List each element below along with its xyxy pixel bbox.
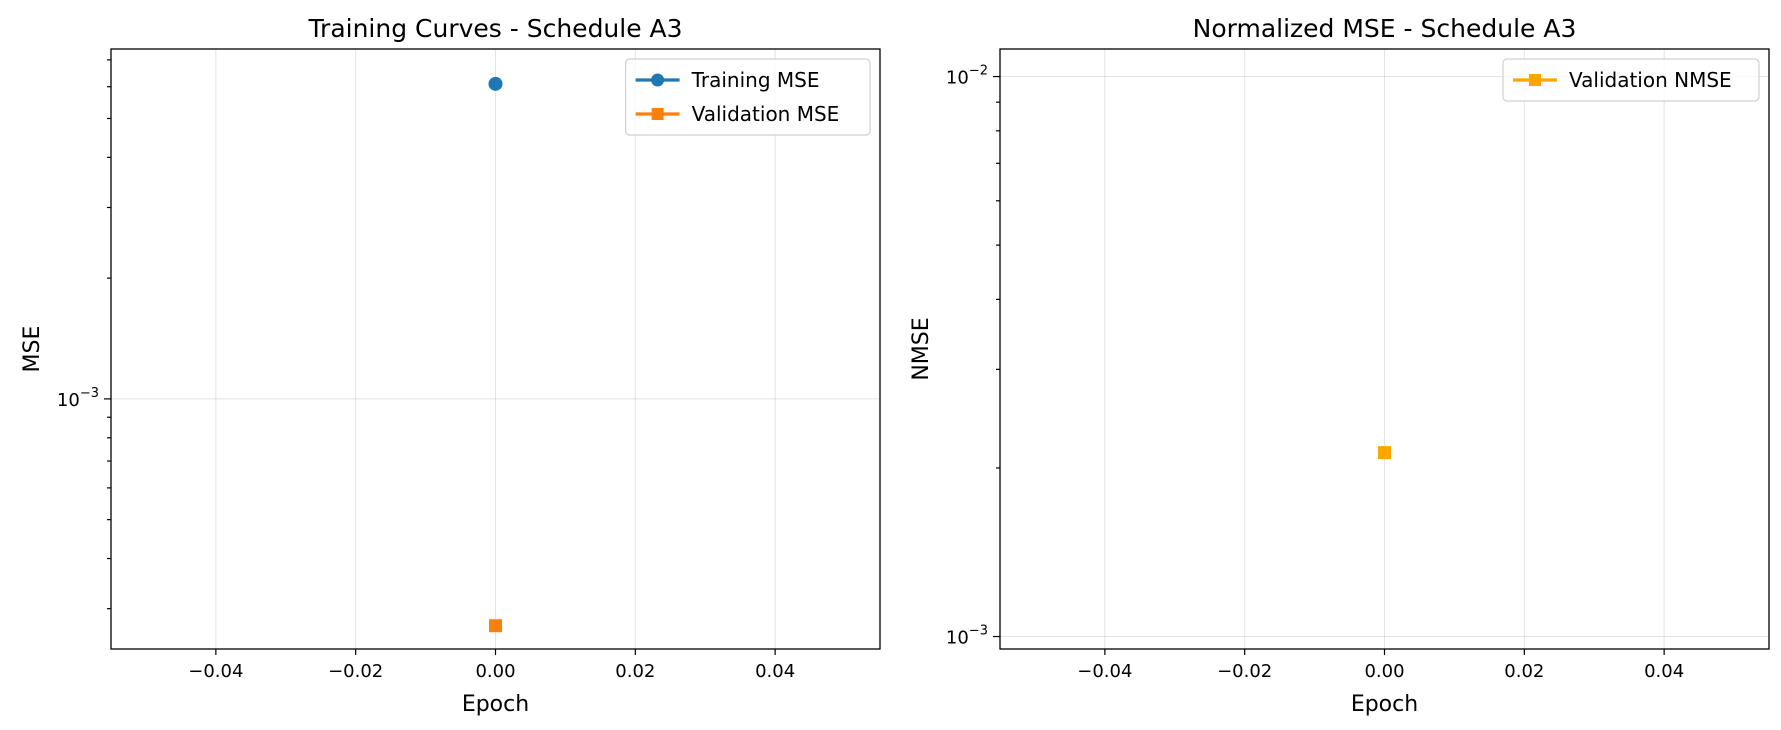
legend-label: Validation MSE [692,102,840,126]
x-tick-label: −0.02 [328,661,383,682]
legend-box [624,58,871,136]
plot-frame [110,48,881,650]
data-points [488,76,503,633]
x-axis-label: Epoch [462,692,529,717]
y-tick-label: 10−3 [57,386,99,411]
y-ticks: 10−3 [57,386,111,411]
legend-marker-square [651,108,664,120]
x-ticks: −0.04 −0.02 0.00 0.02 0.04 [188,649,795,682]
data-point-square [1378,446,1391,460]
legend-label: Training MSE [691,68,820,92]
x-tick-label: 0.00 [475,661,515,682]
y-tick-base: 10 [946,628,969,649]
x-tick-label: 0.00 [1364,661,1404,682]
chart-title: Normalized MSE - Schedule A3 [1193,14,1577,43]
normalized-mse-panel: −0.04 −0.02 0.00 0.02 0.04 10−310−2 Normaliz… [909,14,1770,717]
y-tick-base: 10 [57,390,80,411]
y-axis-label: MSE [20,326,45,373]
data-points [1378,446,1391,460]
legend-box [1502,58,1760,102]
chart-title: Training Curves - Schedule A3 [307,14,682,43]
plot-frame [999,48,1770,650]
y-tick-label: 10−3 [946,624,988,649]
y-axis-label: NMSE [909,317,934,380]
x-tick-label: 0.02 [615,661,655,682]
legend: Validation NMSE [1502,58,1760,102]
legend-label: Validation NMSE [1569,68,1732,92]
x-tick-label: −0.04 [1077,661,1132,682]
y-minor-ticks [996,101,1000,469]
data-point-square [489,619,502,633]
x-tick-label: 0.04 [755,661,795,682]
legend-marker-square [1529,74,1541,86]
x-ticks: −0.04 −0.02 0.00 0.02 0.04 [1077,649,1684,682]
y-tick-exponent: −3 [969,624,988,639]
x-tick-label: 0.04 [1644,661,1684,682]
y-minor-ticks [107,59,111,610]
legend-marker-circle [651,73,665,87]
x-tick-label: 0.02 [1504,661,1544,682]
training-curves-panel: −0.04 −0.02 0.00 0.02 0.04 10−3 Training Cur… [20,14,881,717]
y-tick-base: 10 [946,68,969,89]
legend: Training MSE Validation MSE [624,58,871,136]
y-tick-exponent: −3 [80,386,99,401]
y-ticks: 10−310−2 [946,64,1000,649]
y-tick-exponent: −2 [969,64,988,79]
x-tick-label: −0.04 [188,661,243,682]
grid-lines [111,49,880,649]
grid-lines [1000,49,1769,649]
data-point-circle [488,76,503,91]
x-axis-label: Epoch [1351,692,1418,717]
x-tick-label: −0.02 [1217,661,1272,682]
y-tick-label: 10−2 [946,64,988,89]
